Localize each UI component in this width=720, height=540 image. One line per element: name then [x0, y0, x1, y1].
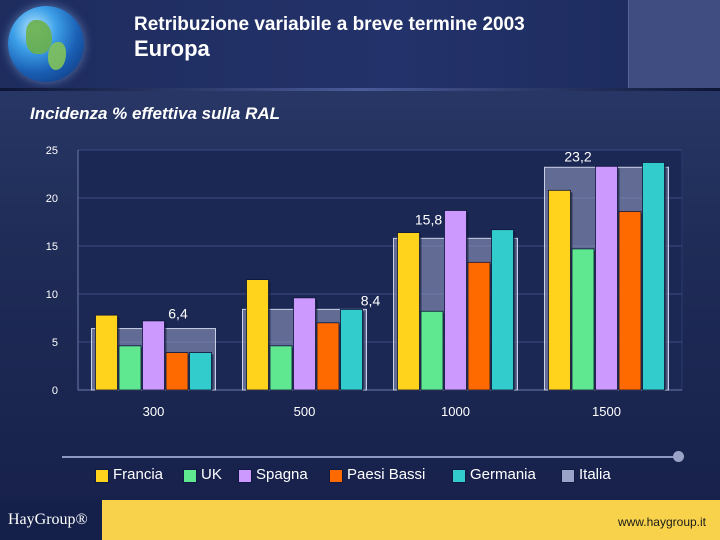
y-tick-label-20: 20	[46, 193, 58, 205]
x-tick-label-1000: 1000	[441, 404, 470, 419]
footer-url-link[interactable]: www.haygroup.it	[617, 515, 706, 529]
bar-uk-500	[269, 345, 293, 391]
bar-germania-1500	[642, 162, 665, 391]
legend-swatch-germania	[452, 469, 466, 483]
y-tick-label-0: 0	[52, 385, 58, 397]
legend-swatch-italia	[561, 469, 575, 483]
bar-francia-1500	[548, 189, 571, 391]
bar-francia-500	[246, 279, 269, 391]
reference-label-300: 6,4	[168, 306, 188, 322]
chart-title: Incidenza % effettiva sulla RAL	[30, 104, 281, 123]
bar-paesi-bassi-300	[165, 352, 189, 391]
bar-francia-300	[95, 314, 118, 391]
legend-label-spagna: Spagna	[256, 466, 308, 483]
bar-paesi-bassi-1000	[467, 261, 491, 391]
legend-separator-knob	[673, 451, 684, 462]
bar-uk-300	[118, 345, 142, 391]
header-divider	[0, 88, 720, 91]
bar-paesi-bassi-500	[316, 322, 340, 391]
y-tick-label-15: 15	[46, 241, 58, 253]
header-band: Retribuzione variabile a breve termine 2…	[0, 0, 720, 88]
globe-icon	[8, 6, 84, 82]
legend-swatch-francia	[95, 469, 109, 483]
page-title: Retribuzione variabile a breve termine 2…	[134, 14, 525, 35]
legend-swatch-uk	[183, 469, 197, 483]
bar-chart: 0 5 10 15 20 25 300 6,4 500 8,4 1000 15,8 1500 23,2	[46, 145, 683, 419]
chart-legend: Francia UK Spagna Paesi Bassi Germania I…	[95, 465, 695, 485]
bar-francia-1000	[397, 232, 420, 391]
legend-swatch-paesi-bassi	[329, 469, 343, 483]
reference-label-1000: 15,8	[415, 211, 442, 227]
haygroup-logo: HayGroup®	[0, 500, 102, 540]
bar-spagna-1000	[444, 210, 467, 391]
legend-label-germania: Germania	[470, 466, 536, 483]
legend-label-italia: Italia	[579, 466, 611, 483]
legend-label-uk: UK	[201, 466, 222, 483]
bar-germania-500	[340, 308, 363, 391]
bar-germania-1000	[491, 229, 514, 391]
legend-swatch-spagna	[238, 469, 252, 483]
footer-band: HayGroup® www.haygroup.it	[0, 500, 720, 540]
x-tick-label-500: 500	[294, 404, 316, 419]
bar-paesi-bassi-1500	[618, 211, 642, 391]
y-tick-label-5: 5	[52, 337, 58, 349]
bar-spagna-300	[142, 320, 165, 391]
bar-uk-1500	[571, 248, 595, 391]
x-tick-label-300: 300	[143, 404, 165, 419]
page-subtitle-region: Europa	[134, 36, 210, 61]
legend-separator	[62, 456, 677, 458]
y-tick-label-25: 25	[46, 145, 58, 157]
bar-germania-300	[189, 352, 212, 391]
bar-spagna-500	[293, 297, 316, 391]
header-right-panel	[628, 0, 720, 88]
legend-label-paesi-bassi: Paesi Bassi	[347, 466, 426, 483]
bar-spagna-1500	[595, 165, 618, 391]
x-tick-label-1500: 1500	[592, 404, 621, 419]
reference-label-1500: 23,2	[564, 148, 591, 164]
logo-text: HayGroup®	[8, 511, 88, 528]
reference-label-500: 8,4	[361, 292, 381, 308]
y-tick-label-10: 10	[46, 289, 58, 301]
bar-uk-1000	[420, 310, 444, 391]
legend-label-francia: Francia	[113, 466, 164, 483]
